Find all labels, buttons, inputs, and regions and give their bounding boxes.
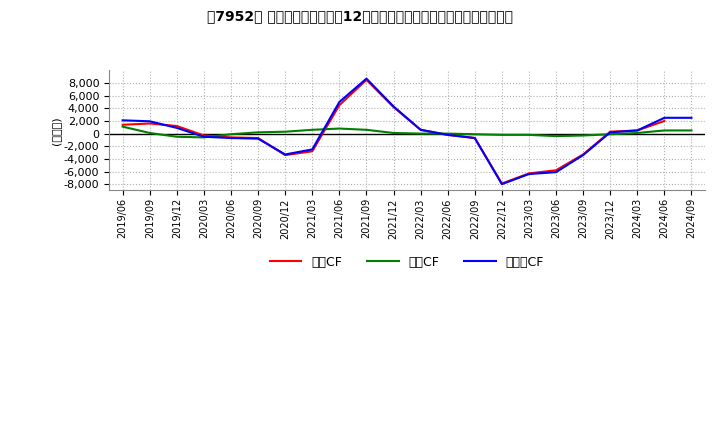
フリーCF <box>525 172 534 177</box>
営業CF <box>390 104 398 110</box>
フリーCF <box>145 119 154 124</box>
営業CF <box>470 136 479 141</box>
フリーCF <box>173 125 181 131</box>
投資CF <box>362 127 371 132</box>
フリーCF <box>606 130 615 135</box>
Legend: 営業CF, 投資CF, フリーCF: 営業CF, 投資CF, フリーCF <box>265 251 549 274</box>
営業CF <box>606 129 615 134</box>
投資CF <box>390 130 398 136</box>
フリーCF <box>633 128 642 133</box>
営業CF <box>173 123 181 128</box>
営業CF <box>660 118 669 124</box>
投資CF <box>687 128 696 133</box>
投資CF <box>281 129 289 134</box>
投資CF <box>633 130 642 136</box>
Line: 営業CF: 営業CF <box>122 80 665 183</box>
フリーCF <box>390 104 398 109</box>
営業CF <box>552 168 560 173</box>
フリーCF <box>227 136 235 141</box>
投資CF <box>470 132 479 137</box>
フリーCF <box>281 152 289 157</box>
投資CF <box>145 130 154 136</box>
フリーCF <box>308 147 317 152</box>
投資CF <box>579 133 588 138</box>
投資CF <box>498 132 506 138</box>
フリーCF <box>362 76 371 81</box>
営業CF <box>227 135 235 140</box>
フリーCF <box>118 117 127 123</box>
投資CF <box>308 127 317 132</box>
投資CF <box>606 132 615 137</box>
営業CF <box>579 152 588 157</box>
投資CF <box>335 126 343 131</box>
営業CF <box>281 152 289 158</box>
フリーCF <box>253 136 262 141</box>
営業CF <box>118 122 127 128</box>
営業CF <box>253 136 262 141</box>
営業CF <box>498 181 506 186</box>
フリーCF <box>335 99 343 105</box>
投資CF <box>552 133 560 139</box>
投資CF <box>444 131 452 136</box>
投資CF <box>227 132 235 137</box>
投資CF <box>253 130 262 135</box>
フリーCF <box>444 132 452 138</box>
営業CF <box>335 103 343 108</box>
フリーCF <box>552 169 560 175</box>
フリーCF <box>498 182 506 187</box>
営業CF <box>362 77 371 83</box>
営業CF <box>525 171 534 176</box>
フリーCF <box>687 115 696 121</box>
営業CF <box>308 149 317 154</box>
営業CF <box>199 133 208 138</box>
投資CF <box>660 128 669 133</box>
営業CF <box>416 127 425 132</box>
Line: フリーCF: フリーCF <box>122 79 691 184</box>
投資CF <box>173 134 181 139</box>
フリーCF <box>416 127 425 132</box>
フリーCF <box>199 134 208 139</box>
営業CF <box>145 121 154 126</box>
Y-axis label: (百万円): (百万円) <box>51 116 61 145</box>
フリーCF <box>470 136 479 141</box>
投資CF <box>525 132 534 138</box>
投資CF <box>118 124 127 129</box>
フリーCF <box>660 115 669 121</box>
フリーCF <box>579 152 588 158</box>
投資CF <box>199 135 208 140</box>
営業CF <box>444 132 452 138</box>
Text: 【7952】 キャッシュフローの12か月移動合計の対前年同期増減額の推移: 【7952】 キャッシュフローの12か月移動合計の対前年同期増減額の推移 <box>207 9 513 23</box>
Line: 投資CF: 投資CF <box>122 127 691 137</box>
投資CF <box>416 131 425 136</box>
営業CF <box>633 128 642 133</box>
